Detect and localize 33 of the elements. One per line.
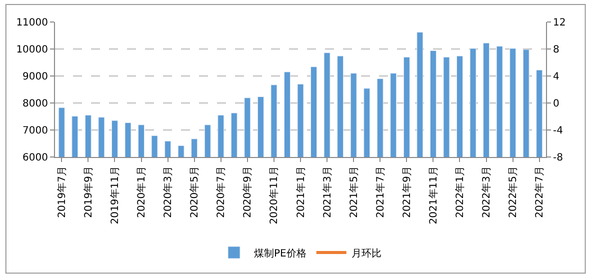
y2-tick-label: -8 (553, 152, 563, 164)
y2-tick-label: 0 (553, 98, 560, 110)
y-tick-label: 11000 (16, 18, 48, 28)
x-tick-label: 2022年7月 (534, 166, 546, 218)
x-tick-label: 2021年7月 (374, 166, 386, 218)
x-tick-label: 2019年11月 (108, 166, 121, 224)
x-tick-label: 2021年11月 (427, 166, 440, 224)
y-tick-label: 8000 (22, 98, 48, 110)
x-tick-label: 2021年1月 (294, 166, 307, 218)
x-tick-label: 2021年3月 (321, 166, 334, 218)
x-tick-label: 2019年7月 (56, 166, 68, 218)
x-tick-label: 2020年3月 (162, 166, 174, 218)
y2-tick-label: 8 (553, 44, 560, 56)
x-tick-label: 2022年3月 (480, 166, 493, 218)
y-tick-label: 6000 (22, 152, 48, 164)
x-tick-label: 2021年5月 (348, 166, 360, 218)
x-tick-label: 2019年9月 (82, 166, 94, 218)
x-tick-label: 2020年7月 (215, 166, 228, 218)
x-tick-label: 2020年5月 (188, 166, 201, 218)
y2-tick-label: 4 (553, 72, 560, 82)
x-tick-label: 2022年5月 (507, 166, 520, 218)
x-tick-label: 2020年9月 (242, 166, 254, 218)
y2-tick-label: -4 (553, 126, 563, 136)
legend-label: 煤制PE价格 (254, 247, 306, 260)
y-tick-label: 7000 (22, 126, 48, 136)
x-tick-label: 2020年1月 (136, 166, 148, 218)
x-tick-label: 2022年1月 (454, 166, 466, 218)
x-tick-label: 2020年11月 (268, 166, 280, 224)
legend-label: 月环比 (351, 247, 382, 260)
y-tick-label: 10000 (16, 44, 48, 56)
x-tick-label: 2021年9月 (400, 166, 413, 218)
y-tick-label: 9000 (22, 72, 48, 82)
y2-tick-label: 12 (553, 18, 566, 28)
